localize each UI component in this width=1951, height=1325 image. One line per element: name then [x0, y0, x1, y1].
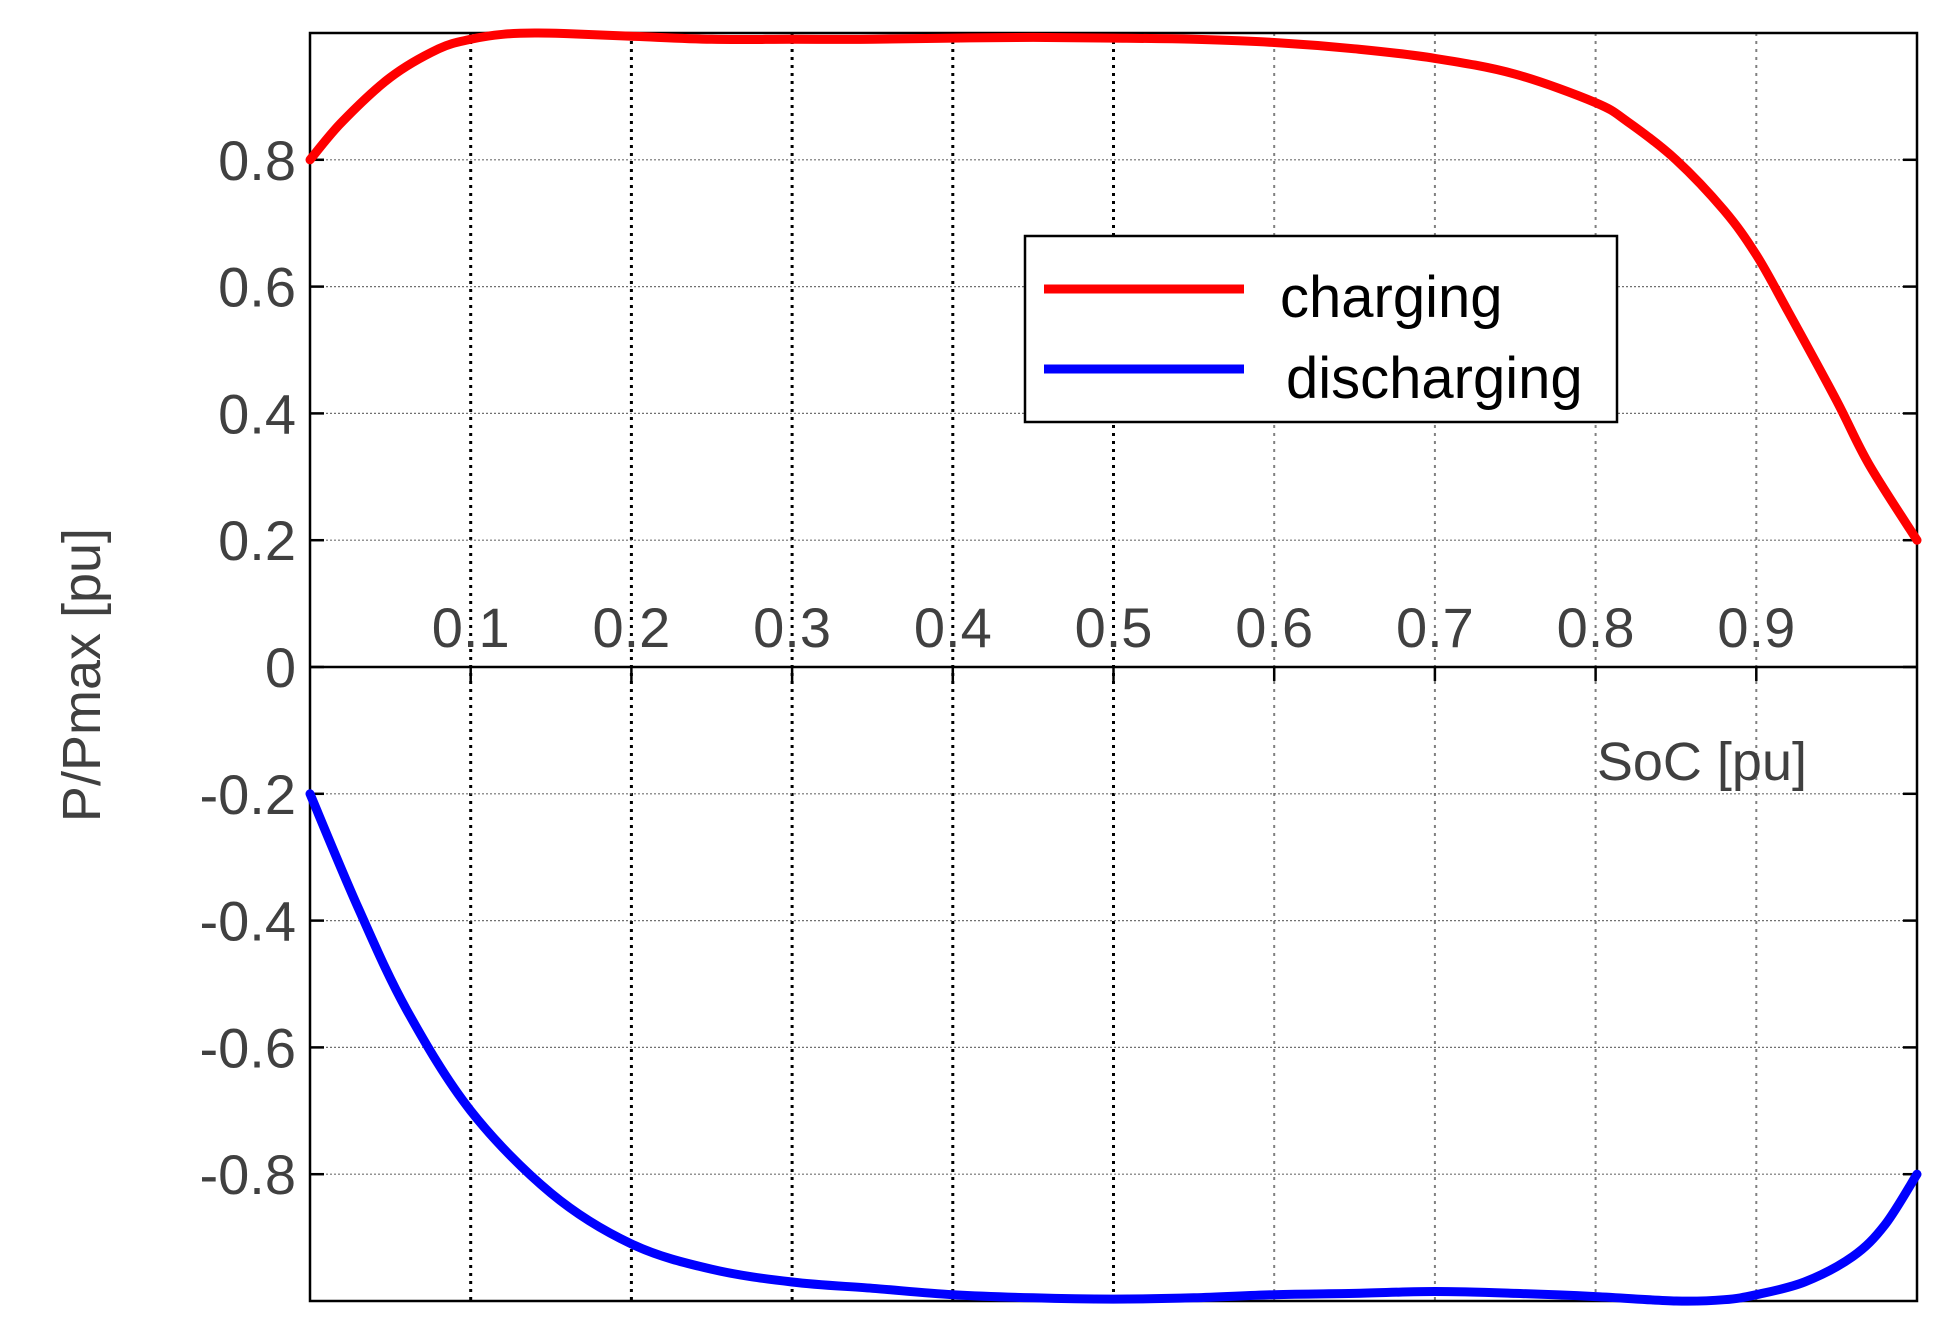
y-tick-label: 0.8 — [218, 129, 296, 192]
legend-box — [1023, 234, 1619, 424]
x-tick-label: 0.1 — [432, 596, 510, 659]
series-line-charging — [305, 28, 1922, 545]
y-tick-label: 0.6 — [218, 256, 296, 319]
legend-label-charging: charging — [1280, 265, 1502, 330]
y-tick-label: -0.6 — [200, 1016, 297, 1079]
y-tick-label: 0.2 — [218, 509, 296, 572]
y-tick-label: -0.4 — [200, 890, 297, 953]
x-tick-label: 0.2 — [592, 596, 670, 659]
series-line-discharging — [305, 789, 1922, 1306]
x-tick-label: 0.9 — [1717, 596, 1795, 659]
y-tick-label: -0.8 — [200, 1143, 297, 1206]
x-tick-label: 0.5 — [1075, 596, 1153, 659]
tick-labels: 0.1 0.2 0.3 0.4 0.5 0.6 0.7 0.8 0.9 0.8 0.6 0.4 0.2 0… — [200, 129, 1796, 1206]
y-axis-title: P/Pmax [pu] — [52, 528, 112, 822]
x-tick-label: 0.3 — [753, 596, 831, 659]
y-tick-label: -0.2 — [200, 763, 297, 826]
legend-label-discharging: discharging — [1286, 346, 1583, 411]
y-tick-label: 0.4 — [218, 382, 296, 445]
x-tick-label: 0.6 — [1235, 596, 1313, 659]
y-tick-label: 0 — [265, 636, 296, 699]
x-tick-label: 0.7 — [1396, 596, 1474, 659]
x-axis-title: SoC [pu] — [1597, 732, 1807, 792]
x-tick-label: 0.4 — [914, 596, 992, 659]
series-layer — [305, 28, 1922, 1306]
x-tick-label: 0.8 — [1557, 596, 1635, 659]
legend: charging discharging — [1023, 234, 1619, 424]
